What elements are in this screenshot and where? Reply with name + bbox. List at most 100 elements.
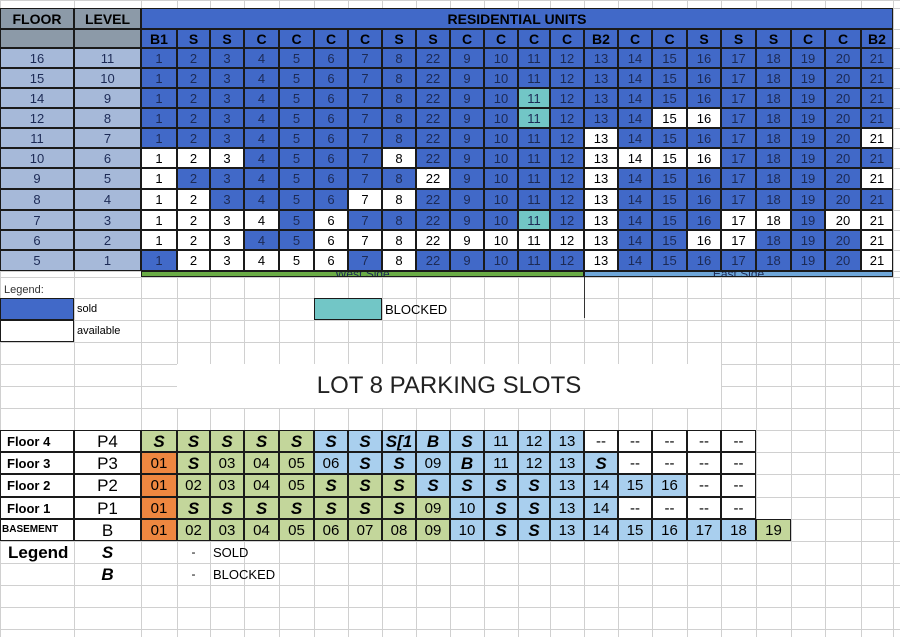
unit-cell[interactable]: 3 <box>210 148 244 168</box>
unit-cell[interactable]: 9 <box>450 148 484 168</box>
unit-cell[interactable]: 2 <box>177 189 210 210</box>
unit-cell[interactable]: 16 <box>687 210 721 230</box>
parking-slot[interactable]: S <box>314 430 348 452</box>
unit-cell[interactable]: 20 <box>825 210 861 230</box>
parking-slot[interactable]: 15 <box>618 519 652 541</box>
parking-slot[interactable]: -- <box>687 430 721 452</box>
parking-slot[interactable]: 14 <box>584 474 618 497</box>
unit-cell[interactable]: 6 <box>314 168 348 189</box>
unit-cell[interactable]: 19 <box>791 230 825 250</box>
unit-cell[interactable]: 14 <box>618 250 652 271</box>
unit-cell[interactable]: 15 <box>652 230 687 250</box>
unit-cell[interactable]: 6 <box>314 250 348 271</box>
unit-cell[interactable]: 8 <box>382 88 416 108</box>
unit-cell[interactable]: 15 <box>652 210 687 230</box>
parking-slot[interactable]: -- <box>687 452 721 474</box>
unit-cell[interactable]: 6 <box>314 148 348 168</box>
unit-cell[interactable]: 12 <box>550 48 584 68</box>
parking-slot[interactable]: 09 <box>416 519 450 541</box>
parking-slot[interactable]: 05 <box>279 474 314 497</box>
unit-cell[interactable]: 4 <box>244 210 279 230</box>
unit-cell[interactable]: 9 <box>450 168 484 189</box>
unit-cell[interactable]: 20 <box>825 128 861 148</box>
unit-cell[interactable]: 2 <box>177 210 210 230</box>
unit-cell[interactable]: 16 <box>687 189 721 210</box>
unit-cell[interactable]: 19 <box>791 210 825 230</box>
unit-cell[interactable]: 10 <box>484 148 518 168</box>
unit-cell[interactable]: 17 <box>721 210 756 230</box>
unit-cell[interactable]: 9 <box>450 88 484 108</box>
parking-slot[interactable]: S <box>484 519 518 541</box>
unit-cell[interactable]: 18 <box>756 88 791 108</box>
unit-cell[interactable]: 9 <box>450 48 484 68</box>
parking-slot[interactable]: 13 <box>550 497 584 519</box>
unit-cell[interactable]: 10 <box>484 108 518 128</box>
parking-slot[interactable]: 06 <box>314 452 348 474</box>
unit-cell[interactable]: 21 <box>861 168 893 189</box>
unit-cell[interactable]: 12 <box>550 210 584 230</box>
unit-cell[interactable]: 19 <box>791 168 825 189</box>
unit-cell[interactable]: 1 <box>141 168 177 189</box>
unit-cell[interactable]: 5 <box>279 210 314 230</box>
unit-cell[interactable]: 19 <box>791 148 825 168</box>
unit-cell[interactable]: 3 <box>210 68 244 88</box>
unit-cell[interactable]: 15 <box>652 88 687 108</box>
unit-cell[interactable]: 11 <box>518 168 550 189</box>
unit-cell[interactable]: 5 <box>279 168 314 189</box>
parking-slot[interactable]: -- <box>618 497 652 519</box>
parking-slot[interactable]: 04 <box>244 519 279 541</box>
unit-cell[interactable]: 17 <box>721 148 756 168</box>
parking-slot[interactable]: S <box>518 474 550 497</box>
parking-slot[interactable]: 01 <box>141 474 177 497</box>
parking-slot[interactable]: S <box>279 497 314 519</box>
unit-cell[interactable]: 5 <box>279 68 314 88</box>
unit-cell[interactable]: 18 <box>756 108 791 128</box>
unit-cell[interactable]: 6 <box>314 189 348 210</box>
unit-cell[interactable]: 5 <box>279 88 314 108</box>
unit-cell[interactable]: 12 <box>550 128 584 148</box>
parking-slot[interactable]: -- <box>721 452 756 474</box>
parking-slot[interactable]: -- <box>721 497 756 519</box>
unit-cell[interactable]: 9 <box>450 210 484 230</box>
unit-cell[interactable]: 16 <box>687 250 721 271</box>
parking-slot[interactable]: S <box>518 519 550 541</box>
unit-cell[interactable]: 12 <box>550 88 584 108</box>
unit-cell[interactable]: 11 <box>518 108 550 128</box>
unit-cell[interactable]: 20 <box>825 88 861 108</box>
unit-cell[interactable]: 14 <box>618 88 652 108</box>
parking-slot[interactable]: -- <box>721 474 756 497</box>
unit-cell[interactable]: 18 <box>756 250 791 271</box>
unit-cell[interactable]: 22 <box>416 148 450 168</box>
parking-slot[interactable]: 10 <box>450 519 484 541</box>
unit-cell[interactable]: 11 <box>518 128 550 148</box>
unit-cell[interactable]: 22 <box>416 88 450 108</box>
unit-cell[interactable]: 8 <box>382 168 416 189</box>
unit-cell[interactable]: 15 <box>652 148 687 168</box>
parking-slot[interactable]: S <box>484 474 518 497</box>
unit-cell[interactable]: 9 <box>450 250 484 271</box>
unit-cell[interactable]: 17 <box>721 230 756 250</box>
unit-cell[interactable]: 13 <box>584 250 618 271</box>
unit-cell[interactable]: 17 <box>721 48 756 68</box>
unit-cell[interactable]: 1 <box>141 148 177 168</box>
unit-cell[interactable]: 7 <box>348 48 382 68</box>
unit-cell[interactable]: 18 <box>756 210 791 230</box>
parking-slot[interactable]: 19 <box>756 519 791 541</box>
unit-cell[interactable]: 18 <box>756 68 791 88</box>
unit-cell[interactable]: 17 <box>721 68 756 88</box>
unit-cell[interactable]: 12 <box>550 108 584 128</box>
unit-cell[interactable]: 19 <box>791 189 825 210</box>
unit-cell[interactable]: 12 <box>550 68 584 88</box>
parking-slot[interactable]: S <box>279 430 314 452</box>
parking-slot[interactable]: 03 <box>210 519 244 541</box>
parking-slot[interactable]: 01 <box>141 519 177 541</box>
unit-cell[interactable]: 14 <box>618 210 652 230</box>
parking-slot[interactable]: 17 <box>687 519 721 541</box>
parking-slot[interactable]: 16 <box>652 519 687 541</box>
unit-cell[interactable]: 12 <box>550 168 584 189</box>
unit-cell[interactable]: 18 <box>756 189 791 210</box>
unit-cell[interactable]: 16 <box>687 68 721 88</box>
unit-cell[interactable]: 18 <box>756 230 791 250</box>
unit-cell[interactable]: 19 <box>791 108 825 128</box>
unit-cell[interactable]: 17 <box>721 128 756 148</box>
